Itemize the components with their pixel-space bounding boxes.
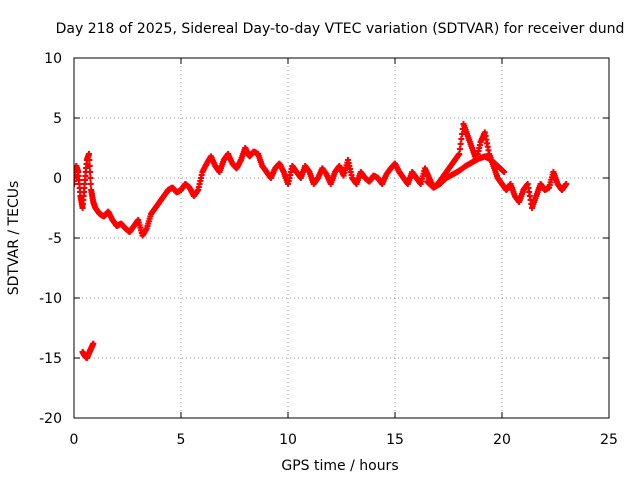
x-axis-label: GPS time / hours xyxy=(281,458,398,474)
data-point xyxy=(85,151,92,157)
data-points xyxy=(74,121,570,361)
plot-area xyxy=(74,121,570,361)
data-point xyxy=(563,181,570,187)
y-tick-label: -20 xyxy=(39,411,62,427)
y-tick-label: -10 xyxy=(39,291,62,307)
x-tick-label: 20 xyxy=(493,432,511,448)
y-tick-label: 5 xyxy=(53,111,62,127)
data-point-trail xyxy=(87,169,94,175)
series-group xyxy=(79,340,97,361)
y-tick-label: 0 xyxy=(53,171,62,187)
y-tick-label: -15 xyxy=(39,351,62,367)
data-point-trail xyxy=(87,175,94,181)
x-tick-label: 5 xyxy=(177,432,186,448)
y-tick-label: -5 xyxy=(48,231,62,247)
series-group xyxy=(74,121,570,239)
x-tick-label: 15 xyxy=(386,432,404,448)
series-group xyxy=(424,153,508,191)
data-point xyxy=(74,181,77,187)
x-tick-label: 25 xyxy=(600,432,618,448)
data-point xyxy=(501,169,508,175)
x-tick-label: 0 xyxy=(70,432,79,448)
data-point xyxy=(90,340,97,347)
chart-axes: 0 5 10 15 20 25 -20 -15 -10 -5 0 5 10 xyxy=(39,51,618,448)
data-point-trail xyxy=(87,181,94,187)
data-point-trail xyxy=(86,157,93,163)
chart-grid xyxy=(74,58,609,418)
chart-title: Day 218 of 2025, Sidereal Day-to-day VTE… xyxy=(56,21,625,37)
y-axis-label: SDTVAR / TECUs xyxy=(6,181,22,296)
y-tick-label: 10 xyxy=(44,51,62,67)
data-point-trail xyxy=(86,163,93,169)
plot-frame xyxy=(73,57,610,419)
x-tick-label: 10 xyxy=(279,432,297,448)
